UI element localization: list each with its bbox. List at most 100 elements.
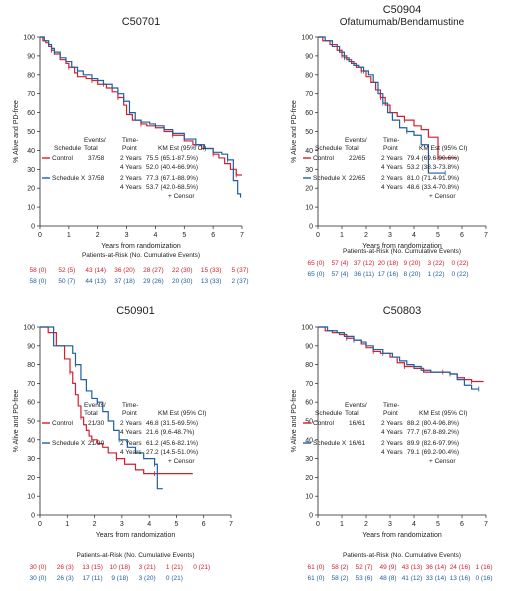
km-estimate: 48.6 (33.4-70.8%) (407, 184, 459, 191)
at-risk-value: 9 (20) (404, 260, 421, 267)
at-risk-value: 33 (14) (426, 575, 447, 582)
chart-subtitle: Ofatumumab/Bendamustine (340, 17, 465, 28)
x-tick-label: 7 (240, 232, 244, 239)
at-risk-value: 48 (8) (380, 575, 397, 582)
table-header: Time- (383, 402, 399, 409)
chart-panel-C50904: C50904Ofatumumab/Bendamustine01020304050… (291, 4, 488, 278)
at-risk-value: 3 (20) (139, 575, 156, 582)
legend-label: Schedule X (313, 440, 347, 447)
table-header: Point (122, 145, 137, 152)
table-header: Events/ (84, 402, 106, 409)
km-curve-control (40, 36, 242, 176)
at-risk-value: 57 (4) (332, 271, 349, 278)
events-total: 22/65 (349, 175, 366, 182)
km-estimate: 75.5 (65.1-87.5%) (146, 155, 198, 162)
x-tick-label: 3 (125, 232, 129, 239)
at-risk-value: 58 (0) (30, 267, 47, 274)
censor-legend: + Censor (429, 458, 456, 465)
at-risk-value: 29 (26) (143, 278, 164, 285)
y-tick-label: 70 (305, 91, 313, 98)
x-tick-label: 6 (202, 521, 206, 528)
at-risk-title: Patients-at-Risk (No. Cumulative Events) (76, 552, 194, 559)
chart-panel-C50901: C50901 0 10 20 30 40 50 60 70 80 90 100 0 1 2 3 4 5 6 7 Year… (13, 305, 233, 582)
legend-label: Schedule X (52, 175, 86, 182)
x-tick-label: 4 (412, 521, 416, 528)
time-point: 4 Years (381, 164, 403, 171)
x-tick-label: 6 (460, 521, 464, 528)
x-tick-label: 7 (229, 521, 233, 528)
km-estimate: 61.2 (45.6-82.1%) (146, 440, 198, 447)
y-tick-label: 30 (305, 456, 313, 463)
y-tick-label: 10 (27, 205, 35, 212)
legend-label: Control (313, 155, 335, 162)
x-axis-label: Years from randomization (362, 243, 442, 250)
x-tick-label: 1 (340, 521, 344, 528)
at-risk-value: 5 (37) (232, 267, 249, 274)
at-risk-value: 36 (14) (426, 564, 447, 571)
km-estimate: 89.9 (82.6-97.9%) (407, 440, 459, 447)
x-tick-label: 3 (388, 521, 392, 528)
time-point: 2 Years (120, 175, 142, 182)
x-axis-label: Years from randomization (96, 532, 176, 539)
at-risk-title: Patients-at-Risk (No. Cumulative Events) (343, 552, 461, 559)
at-risk-value: 50 (7) (58, 278, 75, 285)
at-risk-value: 22 (30) (172, 267, 193, 274)
at-risk-value: 20 (18) (378, 260, 399, 267)
km-estimate: 81.0 (71.4-91.9%) (407, 175, 459, 182)
at-risk-value: 15 (33) (201, 267, 222, 274)
table-header: Point (383, 145, 398, 152)
y-tick-label: 70 (27, 91, 35, 98)
table-header: KM Est (95% CI) (419, 410, 467, 417)
x-tick-label: 4 (412, 232, 416, 239)
at-risk-value: 30 (0) (30, 575, 47, 582)
time-point: 4 Years (381, 449, 403, 456)
at-risk-value: 13 (33) (201, 278, 222, 285)
time-point: 4 Years (120, 429, 142, 436)
y-tick-label: 50 (27, 129, 35, 136)
at-risk-value: 3 (21) (139, 564, 156, 571)
y-tick-label: 20 (27, 186, 35, 193)
table-header: Events/ (84, 137, 106, 144)
censor-legend: + Censor (429, 193, 456, 200)
x-axis-label: Years from randomization (101, 243, 181, 250)
time-point: 2 Years (381, 420, 403, 427)
legend-label: Schedule X (52, 440, 86, 447)
at-risk-value: 2 (37) (232, 278, 249, 285)
at-risk-value: 49 (9) (380, 564, 397, 571)
at-risk-value: 0 (21) (193, 564, 210, 571)
legend-label: Control (313, 420, 335, 427)
y-tick-label: 90 (27, 343, 35, 350)
time-point: 2 Years (381, 175, 403, 182)
time-point: 2 Years (120, 155, 142, 162)
y-axis-label: % Alive and PD-free (291, 100, 298, 163)
events-total: 37/58 (88, 155, 105, 162)
y-tick-label: 0 (309, 513, 313, 520)
y-tick-label: 20 (305, 186, 313, 193)
y-tick-label: 60 (27, 400, 35, 407)
chart-panel-C50803: C50803 0 10 20 30 40 50 60 70 80 90 100 0 1 2 3 4 5 6 7 Year… (291, 305, 492, 582)
time-point: 4 Years (120, 449, 142, 456)
x-tick-label: 6 (211, 232, 215, 239)
table-header: Total (84, 410, 98, 417)
x-tick-label: 0 (38, 521, 42, 528)
at-risk-value: 0 (22) (452, 271, 469, 278)
table-header: Total (345, 410, 359, 417)
y-tick-label: 10 (305, 205, 313, 212)
x-tick-label: 2 (96, 232, 100, 239)
x-axis-label: Years from randomization (362, 532, 442, 539)
at-risk-value: 30 (0) (30, 564, 47, 571)
km-estimate: 27.2 (14.5-51.0%) (146, 449, 198, 456)
km-estimate: 46.8 (31.5-69.5%) (146, 420, 198, 427)
time-point: 4 Years (120, 184, 142, 191)
x-tick-label: 6 (460, 232, 464, 239)
at-risk-value: 61 (0) (308, 575, 325, 582)
chart-panel-C50701: C50701 0 10 20 30 40 50 60 70 80 90 100 0 1 2 3 4 5 6 7 Year… (13, 16, 248, 285)
x-tick-label: 7 (484, 232, 488, 239)
y-tick-label: 80 (27, 72, 35, 79)
km-estimate: 52.0 (40.4-66.9%) (146, 164, 198, 171)
at-risk-value: 17 (16) (378, 271, 399, 278)
chart-title: C50701 (122, 16, 161, 28)
x-tick-label: 5 (182, 232, 186, 239)
events-total: 37/58 (88, 175, 105, 182)
x-tick-label: 0 (316, 232, 320, 239)
